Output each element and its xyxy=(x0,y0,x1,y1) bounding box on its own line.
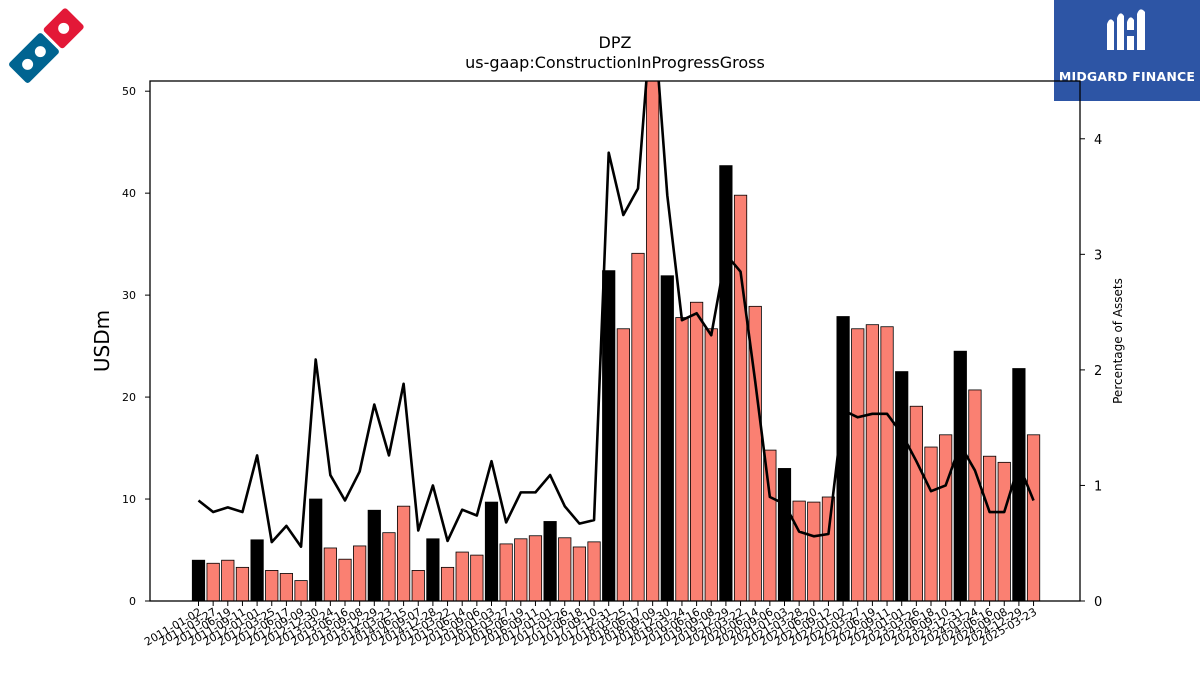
dominos-logo xyxy=(6,6,86,90)
bar xyxy=(382,532,396,601)
bar xyxy=(353,545,367,601)
bar xyxy=(968,389,982,601)
bar xyxy=(733,194,748,601)
bar xyxy=(426,538,440,601)
bar xyxy=(265,570,279,601)
bar xyxy=(821,496,836,601)
bar xyxy=(997,461,1011,601)
percentage-line xyxy=(197,81,1035,548)
bar xyxy=(206,562,220,601)
plot-frame xyxy=(149,80,1081,602)
y-tick-label: 30 xyxy=(122,289,136,302)
bar xyxy=(558,537,572,601)
bar xyxy=(631,252,645,601)
bar xyxy=(807,501,821,601)
logo-dot xyxy=(22,58,34,70)
bar xyxy=(690,301,704,601)
y2-tick-label: 0 xyxy=(1094,595,1102,610)
bar xyxy=(880,326,894,601)
bar xyxy=(470,554,484,601)
bar xyxy=(543,521,557,601)
y2-tick-label: 1 xyxy=(1094,479,1102,494)
y-tick-label: 10 xyxy=(122,493,136,506)
bar xyxy=(338,558,352,601)
bar xyxy=(587,541,601,601)
y2-tick-label: 4 xyxy=(1094,133,1102,148)
bar xyxy=(704,328,718,601)
bar xyxy=(411,570,425,601)
bar xyxy=(279,573,294,601)
bar xyxy=(748,305,762,601)
bar xyxy=(250,539,264,601)
bar xyxy=(675,317,689,601)
bar xyxy=(719,165,733,601)
bar xyxy=(953,350,967,601)
bar xyxy=(851,328,865,601)
y2-tick-label: 3 xyxy=(1094,248,1102,263)
bar xyxy=(777,468,792,601)
chart-title: DPZ xyxy=(599,33,632,52)
bar xyxy=(499,543,513,601)
y-tick-label: 40 xyxy=(122,187,136,200)
bar xyxy=(792,500,806,601)
bar xyxy=(191,559,206,601)
bar xyxy=(514,538,528,601)
logo-blue-tile xyxy=(9,33,59,83)
bar xyxy=(924,446,938,601)
bar xyxy=(528,535,543,601)
midgard-finance-badge: MIDGARD FINANCE xyxy=(1054,0,1200,101)
bar xyxy=(660,275,674,601)
bar xyxy=(895,371,909,601)
y2-tick-label: 2 xyxy=(1094,364,1102,379)
bar xyxy=(309,498,323,601)
bar xyxy=(440,566,455,601)
bar xyxy=(602,270,616,601)
x-axis: 2011-01-022011-03-272011-06-192011-09-11… xyxy=(142,601,1039,649)
bar xyxy=(367,509,381,601)
logo-dot xyxy=(58,22,70,34)
chart-subtitle: us-gaap:ConstructionInProgressGross xyxy=(465,53,765,72)
bar xyxy=(836,316,850,601)
bar xyxy=(572,546,587,601)
bar xyxy=(396,505,411,601)
bar xyxy=(939,434,953,601)
bar xyxy=(323,547,337,601)
right-axis: 0 1 2 3 4 xyxy=(1080,133,1102,610)
logo-dot xyxy=(34,46,46,58)
bar xyxy=(455,551,469,601)
bar xyxy=(865,324,880,601)
bar xyxy=(484,501,499,601)
y-axis-label: USDm xyxy=(90,310,114,372)
bar xyxy=(1012,368,1026,601)
bar xyxy=(616,328,630,601)
bar xyxy=(235,566,250,601)
midgard-badge-text: MIDGARD FINANCE xyxy=(1058,69,1196,84)
y-tick-label: 0 xyxy=(129,595,136,608)
bar xyxy=(646,81,660,601)
y-tick-label: 50 xyxy=(122,85,136,98)
bar xyxy=(909,405,923,601)
bar xyxy=(1026,434,1041,601)
bar xyxy=(294,580,308,601)
left-axis: 0 10 20 30 40 50 xyxy=(122,85,150,608)
midgard-emblem-icon xyxy=(1107,9,1145,50)
bar-series xyxy=(191,81,1041,601)
y-tick-label: 20 xyxy=(122,391,136,404)
bar xyxy=(983,455,997,601)
bar xyxy=(221,559,235,601)
y2-axis-label: Percentage of Assets xyxy=(1111,278,1125,404)
bar xyxy=(763,449,777,601)
